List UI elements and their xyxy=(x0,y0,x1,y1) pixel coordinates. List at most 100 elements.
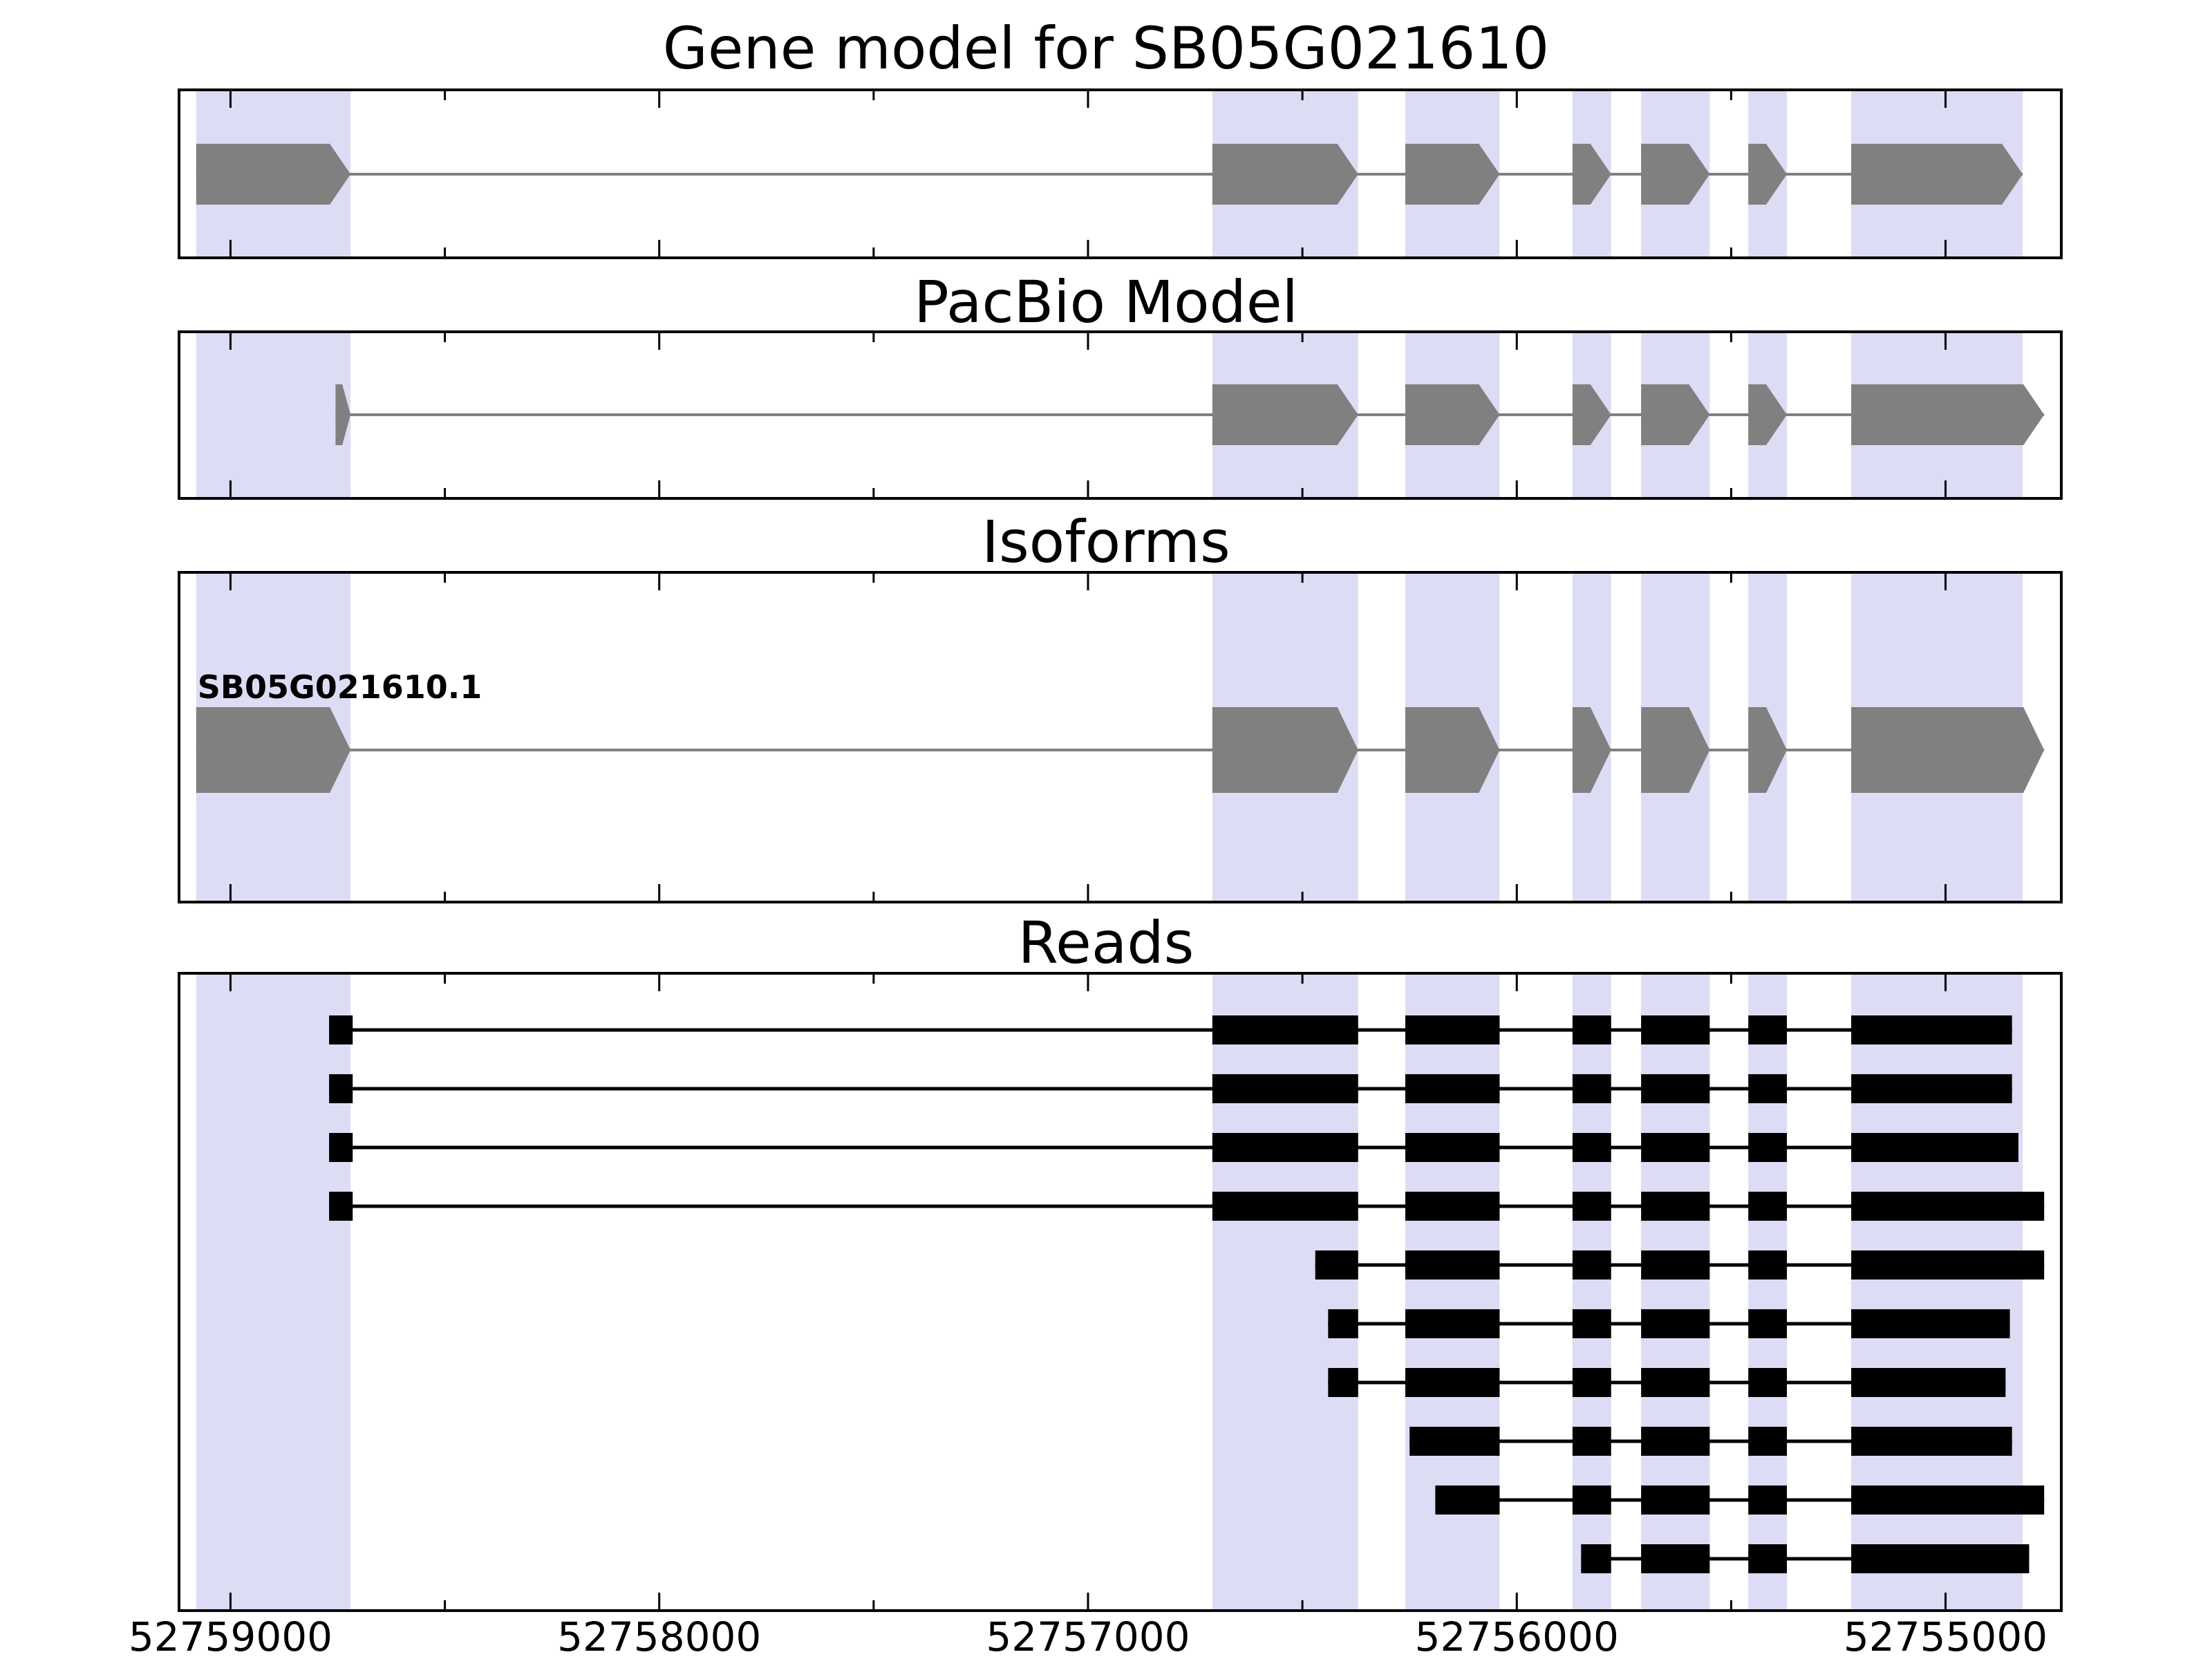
read-block xyxy=(329,1015,353,1044)
isoform-exon xyxy=(1572,707,1611,793)
read-block xyxy=(1851,1427,2012,1456)
read-block xyxy=(329,1192,353,1221)
panel-border xyxy=(178,571,2063,903)
pacbio-title: PacBio Model xyxy=(914,268,1298,336)
read-block xyxy=(1212,1133,1358,1162)
read-block xyxy=(1748,1133,1788,1162)
highlight-band xyxy=(1212,973,1358,1611)
read-block xyxy=(1641,1309,1710,1338)
isoform-exon xyxy=(196,707,351,793)
panel-border xyxy=(178,330,2063,500)
pacbio-exon xyxy=(1641,384,1710,445)
read-block xyxy=(1572,1309,1611,1338)
read-block xyxy=(1851,1544,2030,1573)
read-block xyxy=(1315,1250,1358,1280)
read-block xyxy=(1748,1309,1788,1338)
read-block xyxy=(1748,1485,1788,1515)
read-block xyxy=(1641,1015,1710,1044)
read-block xyxy=(1572,1133,1611,1162)
read-block xyxy=(1851,1074,2012,1103)
highlight-band xyxy=(196,332,351,498)
highlight-band xyxy=(196,973,351,1611)
read-block xyxy=(1405,1309,1500,1338)
axis-tick-label: 52755000 xyxy=(1844,1613,2047,1659)
read-block xyxy=(1641,1192,1710,1221)
pacbio-exon xyxy=(1572,384,1611,445)
highlight-band xyxy=(1748,973,1788,1611)
isoform-exon xyxy=(1851,707,2045,793)
read-block xyxy=(1212,1015,1358,1044)
read-block xyxy=(1572,1074,1611,1103)
read-block xyxy=(1851,1015,2012,1044)
read-block xyxy=(1328,1309,1358,1338)
read-block xyxy=(1405,1192,1500,1221)
read-block xyxy=(1748,1074,1788,1103)
read-block xyxy=(1641,1368,1710,1397)
read-block xyxy=(1405,1074,1500,1103)
read-block xyxy=(1328,1368,1358,1397)
gene-model-exon xyxy=(1572,144,1611,205)
gene-model-exon xyxy=(1641,144,1710,205)
isoform-exon xyxy=(1212,707,1358,793)
gene-model-exon xyxy=(196,144,351,205)
highlight-band xyxy=(1572,973,1611,1611)
read-block xyxy=(1748,1192,1788,1221)
read-block xyxy=(1405,1250,1500,1280)
highlight-band xyxy=(1641,973,1710,1611)
gene-model-exon xyxy=(1851,144,2023,205)
read-block xyxy=(1851,1309,2010,1338)
read-block xyxy=(1405,1133,1500,1162)
read-block xyxy=(1572,1192,1611,1221)
highlight-band xyxy=(1405,973,1500,1611)
read-block xyxy=(1851,1485,2045,1515)
read-block xyxy=(1641,1485,1710,1515)
read-block xyxy=(1212,1074,1358,1103)
read-block xyxy=(1405,1368,1500,1397)
axis-tick-label: 52759000 xyxy=(129,1613,332,1659)
gene-model-exon xyxy=(1748,144,1788,205)
gene-model-title: Gene model for SB05G021610 xyxy=(662,15,1550,82)
isoform-exon xyxy=(1405,707,1500,793)
read-block xyxy=(1748,1015,1788,1044)
read-block xyxy=(1851,1133,2018,1162)
read-block xyxy=(1641,1427,1710,1456)
axis-tick-label: 52757000 xyxy=(986,1613,1190,1659)
read-block xyxy=(1748,1544,1788,1573)
axis-tick-label: 52756000 xyxy=(1415,1613,1619,1659)
read-block xyxy=(1572,1015,1611,1044)
read-block xyxy=(1748,1368,1788,1397)
read-block xyxy=(1641,1133,1710,1162)
panel-border xyxy=(178,88,2063,259)
read-block xyxy=(1581,1544,1611,1573)
read-block xyxy=(1851,1368,2006,1397)
highlight-band xyxy=(1851,973,2023,1611)
isoform-exon xyxy=(1748,707,1788,793)
pacbio-exon xyxy=(1405,384,1500,445)
read-block xyxy=(1405,1015,1500,1044)
read-block xyxy=(1641,1074,1710,1103)
gene-model-exon xyxy=(1405,144,1500,205)
read-block xyxy=(329,1133,353,1162)
panel-border xyxy=(178,972,2063,1612)
read-block xyxy=(1641,1544,1710,1573)
read-block xyxy=(1435,1485,1500,1515)
isoforms-title: Isoforms xyxy=(982,508,1230,576)
read-block xyxy=(1212,1192,1358,1221)
read-block xyxy=(1748,1250,1788,1280)
read-block xyxy=(1409,1427,1500,1456)
pacbio-exon xyxy=(1748,384,1788,445)
read-block xyxy=(1641,1250,1710,1280)
read-block xyxy=(1572,1250,1611,1280)
read-block xyxy=(1851,1192,2045,1221)
axis-tick-label: 52758000 xyxy=(557,1613,761,1659)
read-block xyxy=(1572,1427,1611,1456)
isoform-exon xyxy=(1641,707,1710,793)
pacbio-exon xyxy=(1212,384,1358,445)
isoform-label: SB05G021610.1 xyxy=(198,668,482,706)
reads-title: Reads xyxy=(1018,909,1194,977)
read-block xyxy=(1851,1250,2045,1280)
read-block xyxy=(329,1074,353,1103)
read-block xyxy=(1572,1368,1611,1397)
